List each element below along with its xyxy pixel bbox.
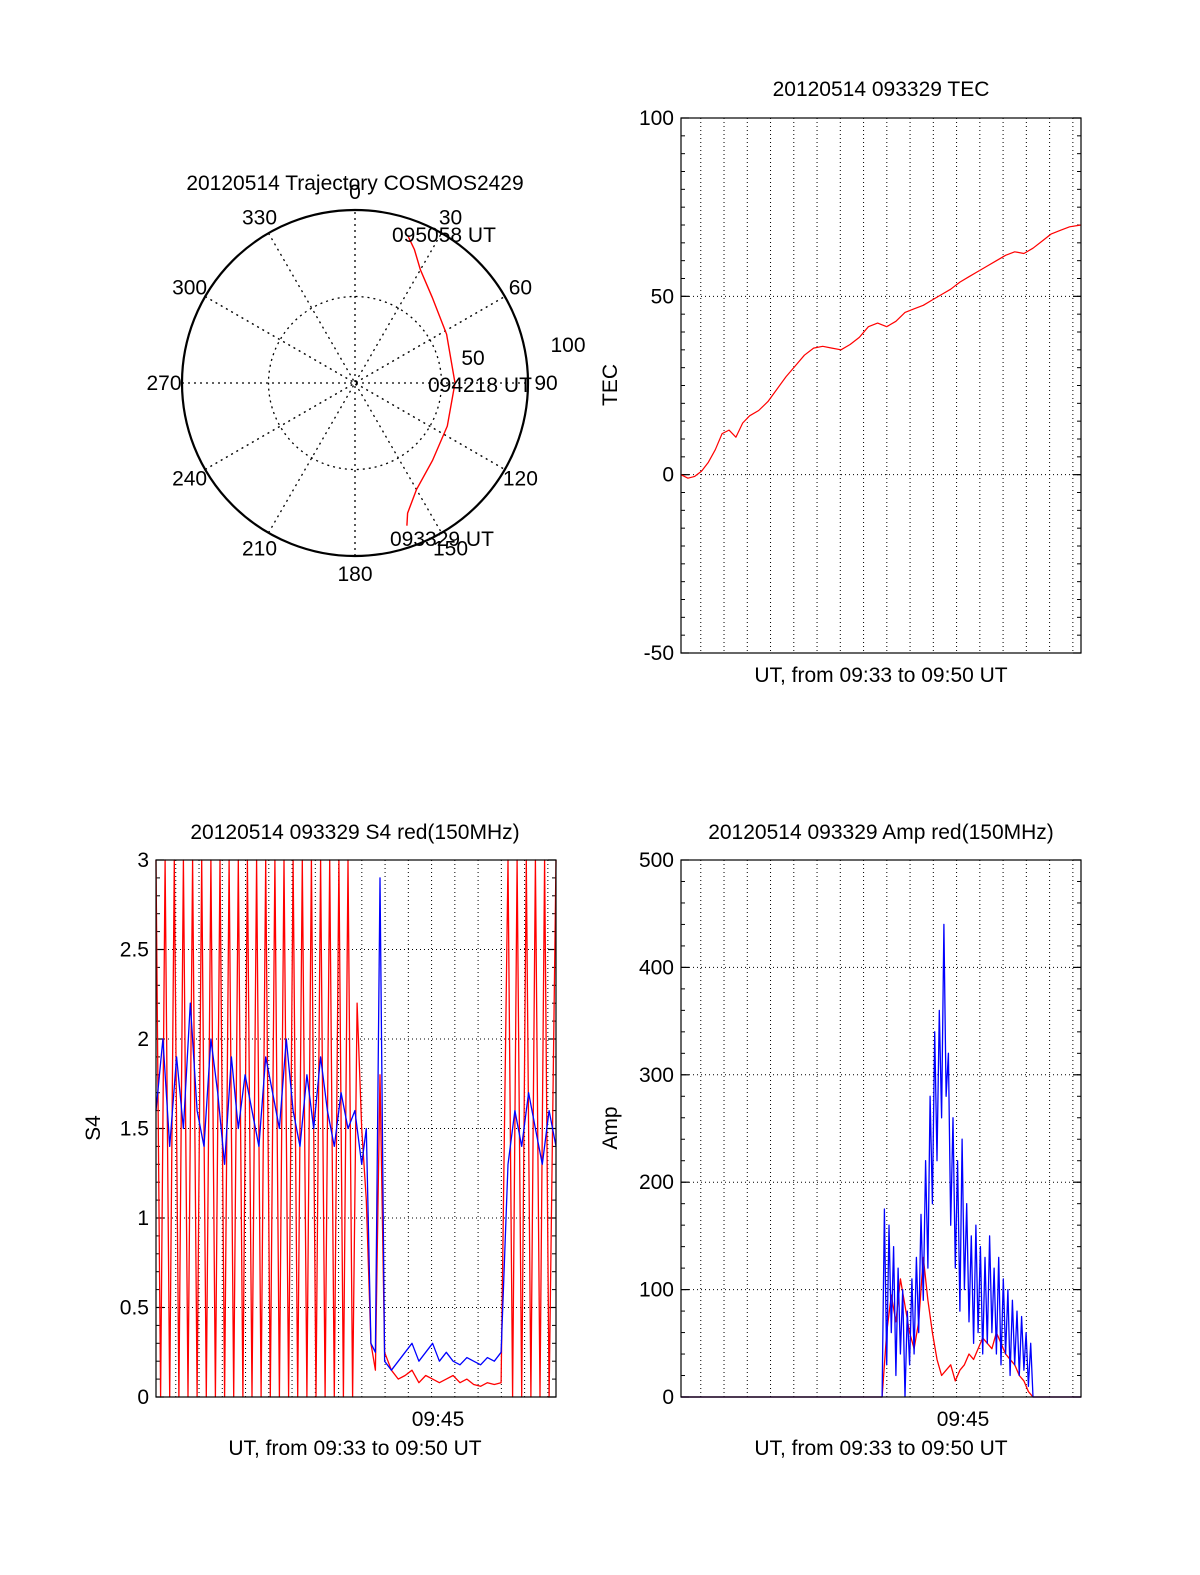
- y-tick-label: 200: [639, 1171, 674, 1194]
- amp-y-ticks: 0 100 200 300 400 500: [639, 849, 1081, 1409]
- y-tick-label: 2: [137, 1028, 149, 1051]
- s4-xlabel: UT, from 09:33 to 09:50 UT: [228, 1437, 481, 1460]
- polar-spoke: [204, 295, 506, 471]
- y-tick-label: -50: [644, 642, 674, 665]
- y-tick-label: 0: [137, 1386, 149, 1409]
- polar-angle-label: 60: [509, 277, 532, 300]
- y-tick-label: 1.5: [120, 1118, 149, 1141]
- polar-spoke: [267, 232, 443, 534]
- y-tick-label: 300: [639, 1064, 674, 1087]
- s4-panel: 20120514 093329 S4 red(150MHz) UT, from …: [82, 821, 557, 1460]
- series-line: [680, 224, 1082, 479]
- y-tick-label: 0: [662, 464, 674, 487]
- amp-x-tick-label: 09:45: [937, 1408, 990, 1431]
- polar-angle-label: 330: [242, 207, 277, 230]
- polar-angle-label: 90: [534, 372, 557, 395]
- trajectory-line-group: [406, 236, 456, 526]
- polar-grid: [180, 208, 530, 558]
- polar-radial-labels: 50 100: [461, 334, 585, 370]
- polar-angle-label: 240: [172, 468, 207, 491]
- tec-y-ticks: -50 0 50 100: [639, 107, 1081, 665]
- tec-series-group: [680, 224, 1082, 479]
- y-tick-label: 100: [639, 1279, 674, 1302]
- y-tick-label: 1: [137, 1207, 149, 1230]
- polar-spoke: [267, 232, 443, 534]
- s4-title: 20120514 093329 S4 red(150MHz): [190, 821, 519, 844]
- series-line: [155, 877, 557, 1371]
- polar-angle-label: 180: [337, 563, 372, 586]
- polar-radial-label: 50: [461, 347, 484, 370]
- tec-title: 20120514 093329 TEC: [773, 78, 990, 101]
- trajectory-title: 20120514 Trajectory COSMOS2429: [186, 172, 523, 195]
- y-tick-label: 3: [137, 849, 149, 872]
- y-tick-label: 500: [639, 849, 674, 872]
- tec-grid: [681, 118, 1081, 653]
- amp-xlabel: UT, from 09:33 to 09:50 UT: [754, 1437, 1007, 1460]
- y-tick-label: 50: [651, 285, 674, 308]
- polar-angle-labels: 0 30 60 90 120 150 180 210 240 270 300 330: [146, 181, 557, 586]
- y-tick-label: 400: [639, 956, 674, 979]
- trajectory-start-label: 093329 UT: [390, 528, 494, 551]
- amp-ylabel: Amp: [599, 1106, 622, 1149]
- amp-plot-frame: [680, 859, 1082, 1398]
- trajectory-panel: 20120514 Trajectory COSMOS2429 0 30 60 90 12…: [146, 172, 585, 586]
- tec-plot-frame: [680, 117, 1082, 654]
- amp-panel: 20120514 093329 Amp red(150MHz) UT, from…: [599, 821, 1082, 1460]
- polar-angle-label: 120: [503, 468, 538, 491]
- polar-mid-circle: [267, 295, 443, 471]
- amp-series-group: [681, 923, 1081, 1398]
- polar-angle-label: 300: [172, 277, 207, 300]
- polar-angle-label: 0: [349, 181, 361, 204]
- s4-plot-frame: [155, 859, 557, 1398]
- y-tick-label: 2.5: [120, 939, 149, 962]
- s4-x-tick-label: 09:45: [412, 1408, 465, 1431]
- trajectory-mid-label: 094218 UT: [428, 374, 532, 397]
- series-line: [681, 923, 1081, 1398]
- trajectory-end-label: 095058 UT: [392, 224, 496, 247]
- y-tick-label: 0.5: [120, 1297, 149, 1320]
- polar-spoke: [204, 295, 506, 471]
- amp-title: 20120514 093329 Amp red(150MHz): [708, 821, 1054, 844]
- y-tick-label: 0: [662, 1386, 674, 1409]
- polar-angle-label: 30: [439, 207, 462, 230]
- trajectory-line: [406, 236, 456, 526]
- tec-xlabel: UT, from 09:33 to 09:50 UT: [754, 664, 1007, 687]
- polar-angle-label: 210: [242, 537, 277, 560]
- tec-ylabel: TEC: [599, 364, 622, 406]
- polar-radial-label: 100: [550, 334, 585, 357]
- tec-panel: 20120514 093329 TEC UT, from 09:33 to 09…: [599, 78, 1082, 687]
- polar-angle-label: 270: [146, 372, 181, 395]
- s4-ylabel: S4: [82, 1115, 105, 1141]
- polar-angle-label: 150: [433, 537, 468, 560]
- y-tick-label: 100: [639, 107, 674, 130]
